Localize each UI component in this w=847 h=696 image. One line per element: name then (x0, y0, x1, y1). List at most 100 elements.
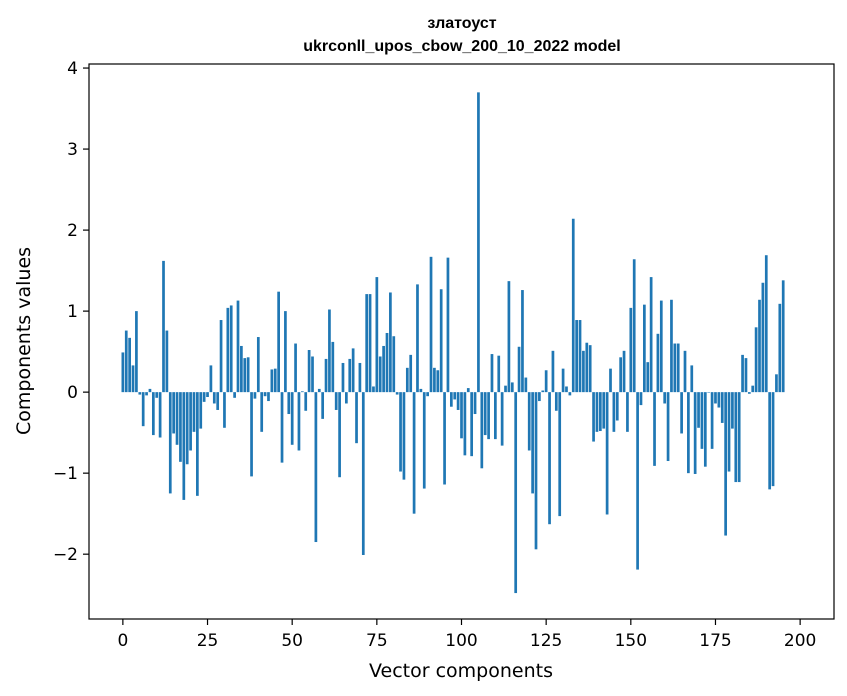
bar (768, 392, 772, 490)
bar (131, 365, 135, 393)
bar (328, 309, 331, 393)
bar (162, 260, 165, 393)
bar (751, 385, 755, 393)
bar (764, 255, 768, 393)
bar (253, 392, 257, 399)
bar (355, 392, 358, 444)
bar (494, 392, 497, 440)
bar (683, 350, 687, 393)
bar (158, 392, 162, 438)
bar (202, 392, 206, 402)
bar (196, 392, 199, 496)
bar (321, 392, 325, 419)
bar (243, 358, 247, 393)
bar (260, 392, 264, 432)
bar (598, 392, 602, 432)
x-tick-label: 75 (366, 631, 388, 651)
bar (304, 392, 308, 411)
bar (124, 330, 128, 393)
bar (741, 354, 744, 393)
bar (703, 392, 707, 467)
y-axis-label: Components values (13, 247, 35, 435)
x-axis-label: Vector components (369, 660, 553, 682)
bar (676, 343, 680, 393)
chart-subtitle: ukrconll_upos_cbow_200_10_2022 model (303, 38, 620, 55)
y-tick-label: 4 (67, 59, 78, 79)
bar (693, 392, 697, 474)
bar (199, 392, 203, 429)
bar (385, 332, 389, 393)
y-tick-label: 0 (67, 383, 78, 403)
y-tick-label: 3 (67, 140, 78, 160)
bar (747, 392, 751, 394)
bar (666, 392, 670, 462)
bar (443, 392, 446, 485)
x-tick-label: 0 (117, 631, 128, 651)
bar (409, 354, 413, 393)
bar (775, 374, 778, 393)
bar (500, 392, 504, 446)
bar (731, 392, 734, 429)
y-axis-ticks: −2 −1 0 1 2 3 4 (53, 59, 89, 565)
bar (517, 346, 521, 393)
x-tick-label: 50 (281, 631, 303, 651)
x-tick-label: 175 (699, 631, 731, 651)
bar (548, 392, 551, 525)
bar (138, 392, 142, 395)
bar (453, 392, 457, 400)
bar (626, 392, 629, 432)
bar (375, 277, 379, 393)
bar (781, 280, 785, 393)
bar (277, 291, 280, 393)
bar (290, 392, 294, 445)
bar (680, 392, 683, 434)
bar (172, 392, 176, 434)
bar (429, 256, 433, 393)
bar (659, 300, 663, 393)
bar (609, 368, 612, 393)
bar (510, 382, 514, 393)
bar (182, 392, 186, 500)
x-tick-label: 200 (784, 631, 816, 651)
bar (673, 343, 677, 393)
x-tick-label: 150 (615, 631, 647, 651)
bar (487, 392, 490, 440)
y-tick-label: 2 (67, 221, 78, 241)
bar (267, 392, 270, 402)
x-axis-ticks: 0 25 50 75 100 125 150 175 200 (117, 619, 816, 651)
bar (212, 392, 216, 404)
bar (179, 392, 182, 462)
bar (629, 307, 633, 393)
bar (504, 385, 507, 393)
bar (656, 333, 660, 393)
bar (507, 281, 511, 393)
bar (707, 392, 711, 393)
bar (727, 392, 731, 472)
bar (497, 355, 501, 393)
bar (602, 392, 606, 429)
bar (754, 327, 758, 393)
bar (284, 311, 287, 393)
bar (345, 392, 348, 404)
bar (571, 218, 575, 393)
bar (300, 391, 304, 393)
bar (456, 392, 460, 410)
bar (209, 365, 213, 393)
bars-group (121, 92, 785, 594)
bar (141, 392, 145, 427)
bar (175, 392, 179, 445)
bar (771, 392, 775, 487)
bar (399, 392, 402, 472)
bar (524, 377, 528, 393)
bar (490, 354, 494, 393)
bar (480, 392, 484, 469)
bar (270, 369, 274, 393)
bar (273, 368, 277, 393)
bar (636, 392, 639, 570)
x-tick-label: 125 (530, 631, 562, 651)
bar (307, 350, 311, 393)
bar (165, 330, 169, 393)
y-tick-label: −2 (53, 545, 78, 565)
bar (534, 392, 538, 550)
